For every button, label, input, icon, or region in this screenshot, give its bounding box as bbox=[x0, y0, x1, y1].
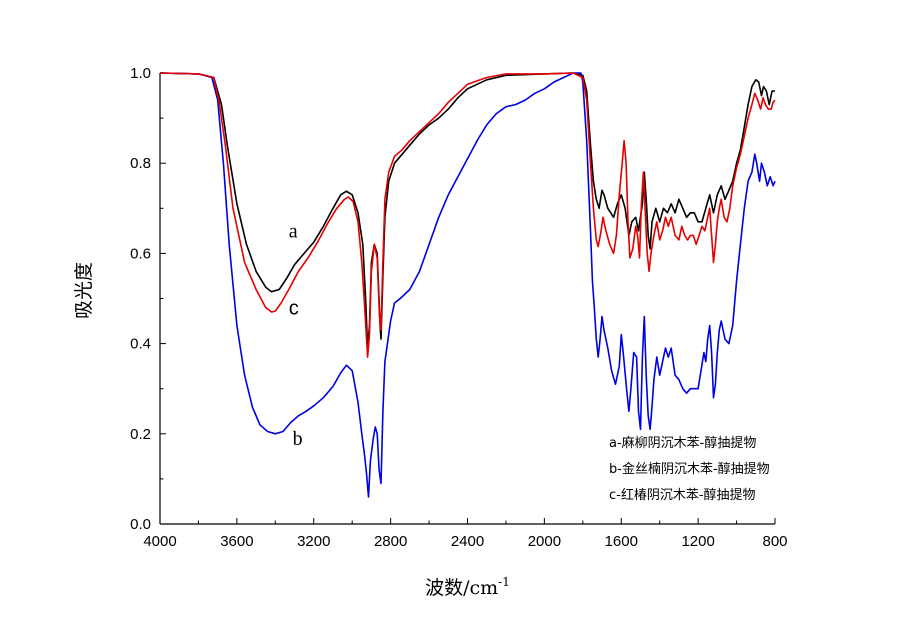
y-tick-label: 0.0 bbox=[130, 516, 151, 533]
x-tick-label: 2400 bbox=[451, 533, 484, 550]
legend-entry: c-红椿阴沉木苯-醇抽提物 bbox=[609, 487, 756, 503]
series-line-a bbox=[159, 72, 775, 349]
x-tick-label: 1200 bbox=[681, 533, 714, 550]
y-axis-title: 吸光度 bbox=[73, 262, 95, 319]
curve-label-c: c bbox=[289, 297, 299, 319]
x-axis-title: 波数/cm-1 bbox=[425, 575, 510, 599]
x-tick-label: 2000 bbox=[528, 533, 561, 550]
labels-layer: a c b bbox=[289, 221, 303, 450]
y-tick-label: 0.6 bbox=[130, 245, 151, 262]
x-tick-label: 3600 bbox=[220, 533, 253, 550]
series-line-b bbox=[159, 72, 776, 498]
legend-entry: b-金丝楠阴沉木苯-醇抽提物 bbox=[609, 461, 770, 477]
x-tick-label: 3200 bbox=[297, 533, 330, 550]
x-tick-label: 4000 bbox=[143, 533, 176, 550]
y-tick-label: 0.8 bbox=[130, 155, 151, 172]
y-tick-label: 1.0 bbox=[130, 65, 151, 82]
x-tick-label: 1600 bbox=[605, 533, 638, 550]
series-layer bbox=[159, 72, 776, 498]
y-tick-label: 0.2 bbox=[130, 426, 151, 443]
axes: 4000 3600 3200 2800 2400 2000 1600 1200 800 0.0 0.… bbox=[73, 65, 788, 599]
legend-entry: a-麻柳阴沉木苯-醇抽提物 bbox=[609, 435, 756, 451]
curve-label-b: b bbox=[293, 428, 303, 450]
y-tick-label: 0.4 bbox=[130, 336, 151, 353]
series-line-c bbox=[159, 72, 776, 358]
legend: a-麻柳阴沉木苯-醇抽提物 b-金丝楠阴沉木苯-醇抽提物 c-红椿阴沉木苯-醇抽提物 bbox=[609, 435, 770, 503]
x-tick-label: 800 bbox=[762, 533, 787, 550]
x-tick-label: 2800 bbox=[374, 533, 407, 550]
curve-label-a: a bbox=[289, 221, 298, 243]
